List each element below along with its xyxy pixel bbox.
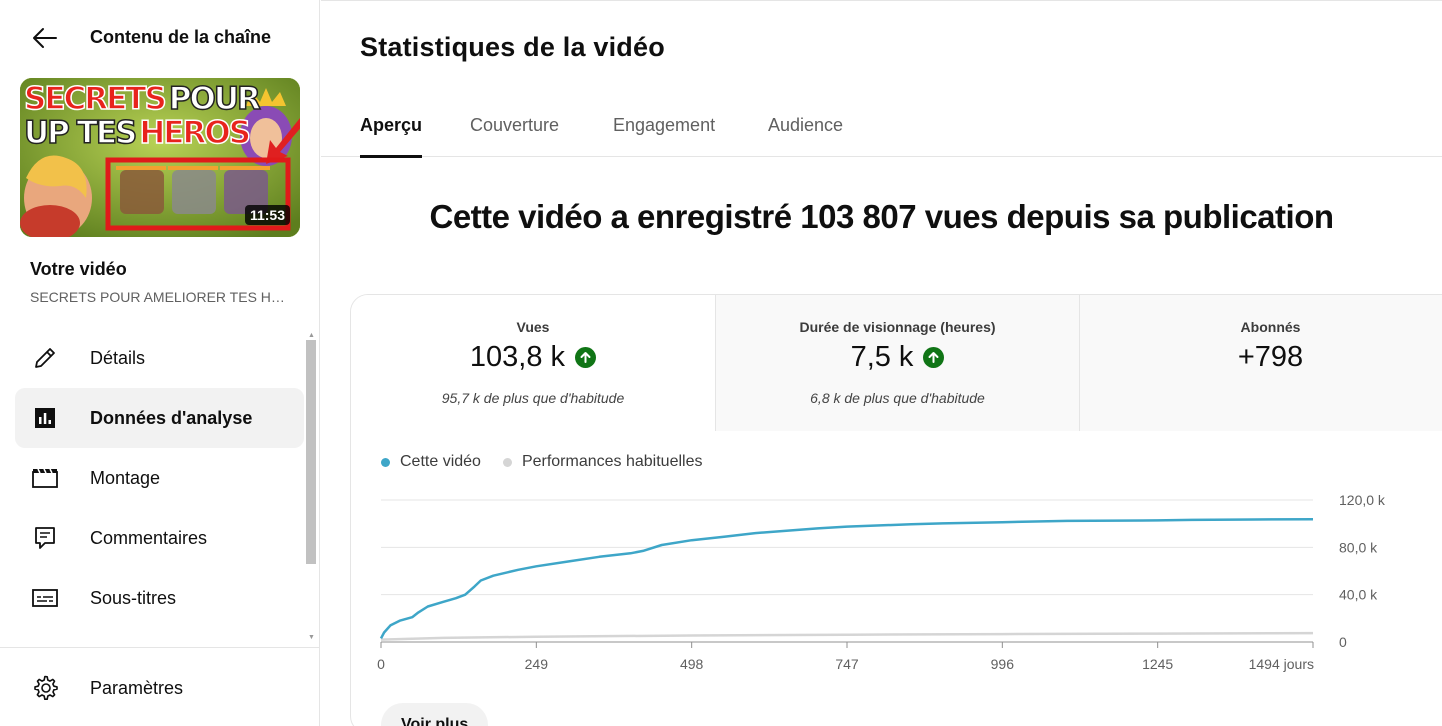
top-divider — [321, 0, 1442, 1]
tab-overview[interactable]: Aperçu — [360, 115, 423, 158]
sidebar-scrollbar[interactable] — [306, 340, 316, 564]
video-name: SECRETS POUR AMELIORER TES HEROS — [30, 289, 292, 305]
overview-card: Vues 103,8 k 95,7 k de plus que d'habitu… — [350, 294, 1442, 726]
page-title: Statistiques de la vidéo — [360, 32, 665, 62]
legend-item-typical[interactable]: Performances habituelles — [502, 453, 703, 471]
pencil-icon — [31, 344, 59, 372]
metric-value: 7,5 k — [716, 341, 1079, 374]
x-tick-label: 249 — [525, 656, 549, 672]
metric-comparison: 95,7 k de plus que d'habitude — [441, 390, 625, 406]
legend-item-this-video[interactable]: Cette vidéo — [381, 453, 481, 471]
series-line-typical — [380, 631, 1314, 641]
scroll-down-arrow[interactable]: ▼ — [308, 634, 315, 641]
x-tick-label: 996 — [991, 656, 1015, 672]
sidebar-item-label: Commentaires — [90, 527, 208, 548]
metric-views[interactable]: Vues 103,8 k 95,7 k de plus que d'habitu… — [351, 295, 715, 431]
metric-value-text: 7,5 k — [850, 341, 914, 373]
x-tick-label: 1494 jours — [1249, 656, 1314, 672]
y-tick-label: 40,0 k — [1339, 587, 1378, 603]
metric-value: +798 — [1080, 341, 1442, 374]
metric-label: Abonnés — [1240, 319, 1301, 335]
gear-icon — [31, 674, 59, 702]
legend-label: Performances habituelles — [521, 453, 703, 470]
x-tick-label: 1245 — [1142, 656, 1173, 672]
analytics-icon — [31, 404, 59, 432]
sidebar-item-label: Sous-titres — [90, 587, 177, 608]
trend-up-icon — [923, 347, 945, 368]
y-tick-label: 120,0 k — [1339, 492, 1386, 508]
comment-icon — [31, 524, 59, 552]
tab-reach[interactable]: Couverture — [470, 115, 560, 135]
metric-label: Durée de visionnage (heures) — [799, 319, 996, 335]
subtitles-icon — [31, 584, 59, 612]
metrics-row: Vues 103,8 k 95,7 k de plus que d'habitu… — [351, 295, 1442, 431]
thumbnail-art — [20, 78, 300, 237]
sidebar-item-subtitles[interactable]: Sous-titres — [15, 568, 304, 628]
views-headline: Cette vidéo a enregistré 103 807 vues de… — [429, 198, 1334, 235]
trend-up-icon — [575, 347, 597, 368]
y-tick-label: 0 — [1339, 634, 1347, 650]
settings-label: Paramètres — [90, 677, 184, 698]
video-thumbnail[interactable]: SECRETS POUR UP TES HEROS 11:53 — [20, 78, 300, 237]
views-chart[interactable]: 0 40,0 k 80,0 k 120,0 k 0 249 498 747 996 1245 149… — [351, 475, 1442, 675]
tab-audience[interactable]: Audience — [768, 115, 844, 135]
main-content: Statistiques de la vidéo Aperçu Couvertu… — [321, 0, 1442, 726]
sidebar-item-comments[interactable]: Commentaires — [15, 508, 304, 568]
clapperboard-icon — [31, 464, 59, 492]
thumbnail-text-line2: UP TES HEROS — [23, 115, 252, 151]
metric-value-text: +798 — [1237, 341, 1304, 373]
metric-watch-time[interactable]: Durée de visionnage (heures) 7,5 k 6,8 k… — [715, 295, 1079, 431]
x-tick-label: 747 — [835, 656, 859, 672]
legend-label: Cette vidéo — [400, 453, 481, 470]
thumbnail-text-line1: SECRETS POUR — [23, 81, 261, 117]
chart-legend: Cette vidéo Performances habituelles — [381, 453, 724, 471]
arrow-left-icon — [33, 28, 57, 48]
sidebar: Contenu de la chaîne — [0, 0, 320, 726]
sidebar-header: Contenu de la chaîne — [0, 0, 320, 76]
tab-bar: Aperçu Couverture Engagement Audience — [321, 100, 1442, 158]
metric-comparison: 6,8 k de plus que d'habitude — [810, 390, 985, 406]
sidebar-nav: Détails Données d'analyse Montage Commen… — [15, 328, 305, 646]
y-tick-label: 80,0 k — [1339, 539, 1378, 555]
sidebar-item-editor[interactable]: Montage — [15, 448, 304, 508]
scroll-up-arrow[interactable]: ▲ — [308, 332, 315, 339]
your-video-label: Votre vidéo — [30, 259, 127, 279]
legend-dot — [502, 457, 512, 467]
x-tick-label: 0 — [377, 656, 385, 672]
settings-button[interactable]: Paramètres — [15, 658, 304, 718]
sidebar-item-label: Données d'analyse — [90, 407, 253, 428]
sidebar-item-label: Détails — [90, 347, 146, 368]
metric-value: 103,8 k — [351, 341, 715, 374]
video-duration-badge: 11:53 — [244, 205, 290, 225]
metric-label: Vues — [516, 319, 550, 335]
metric-value-text: 103,8 k — [469, 341, 566, 373]
series-line-this-video — [379, 517, 1314, 639]
legend-dot — [381, 457, 390, 467]
sidebar-item-label: Montage — [90, 467, 161, 488]
sidebar-title: Contenu de la chaîne — [90, 27, 272, 47]
see-more-button[interactable]: Voir plus — [381, 703, 489, 726]
x-tick-label: 498 — [680, 656, 704, 672]
sidebar-item-details[interactable]: Détails — [15, 328, 304, 388]
back-button[interactable] — [28, 22, 62, 54]
sidebar-item-analytics[interactable]: Données d'analyse — [15, 388, 304, 448]
tab-engagement[interactable]: Engagement — [613, 115, 716, 135]
metric-subscribers[interactable]: Abonnés +798 — [1079, 295, 1442, 431]
sidebar-bottom: Paramètres — [0, 647, 320, 726]
